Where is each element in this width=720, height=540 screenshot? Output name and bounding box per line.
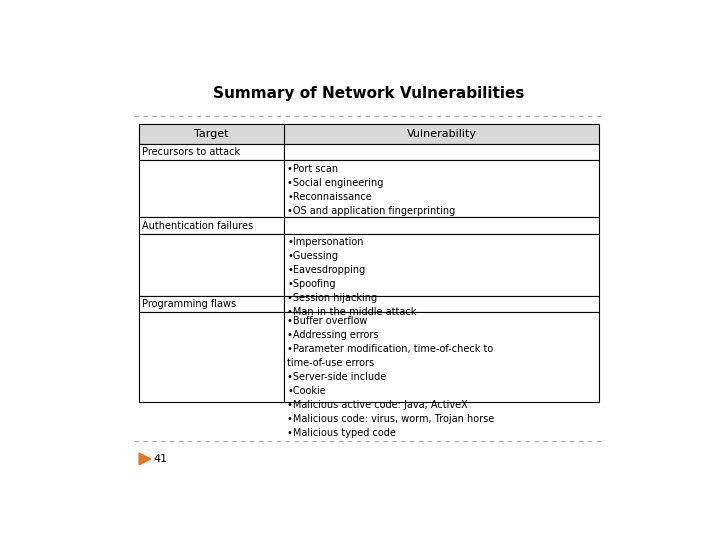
Bar — [139, 160, 284, 218]
Text: Summary of Network Vulnerabilities: Summary of Network Vulnerabilities — [213, 86, 525, 102]
Bar — [139, 295, 284, 312]
Bar — [284, 144, 599, 160]
Text: Vulnerability: Vulnerability — [406, 129, 477, 139]
Text: 41: 41 — [153, 454, 167, 464]
Bar — [284, 312, 599, 402]
Polygon shape — [139, 453, 150, 465]
Text: •Impersonation
•Guessing
•Eavesdropping
•Spoofing
•Session hijacking
•Man-in-the: •Impersonation •Guessing •Eavesdropping … — [287, 238, 417, 318]
Bar — [284, 218, 599, 234]
Text: •Port scan
•Social engineering
•Reconnaissance
•OS and application fingerprintin: •Port scan •Social engineering •Reconnai… — [287, 164, 456, 216]
Bar — [139, 312, 284, 402]
Bar — [284, 160, 599, 218]
Bar — [284, 234, 599, 295]
Bar — [139, 144, 284, 160]
Bar — [139, 234, 284, 295]
Text: Target: Target — [194, 129, 229, 139]
Text: Precursors to attack: Precursors to attack — [143, 147, 240, 157]
Text: Programming flaws: Programming flaws — [143, 299, 237, 309]
Bar — [139, 218, 284, 234]
Text: •Buffer overflow
•Addressing errors
•Parameter modification, time-of-check to
ti: •Buffer overflow •Addressing errors •Par… — [287, 315, 495, 437]
Text: Authentication failures: Authentication failures — [143, 221, 253, 231]
Bar — [284, 295, 599, 312]
Bar — [139, 124, 599, 144]
